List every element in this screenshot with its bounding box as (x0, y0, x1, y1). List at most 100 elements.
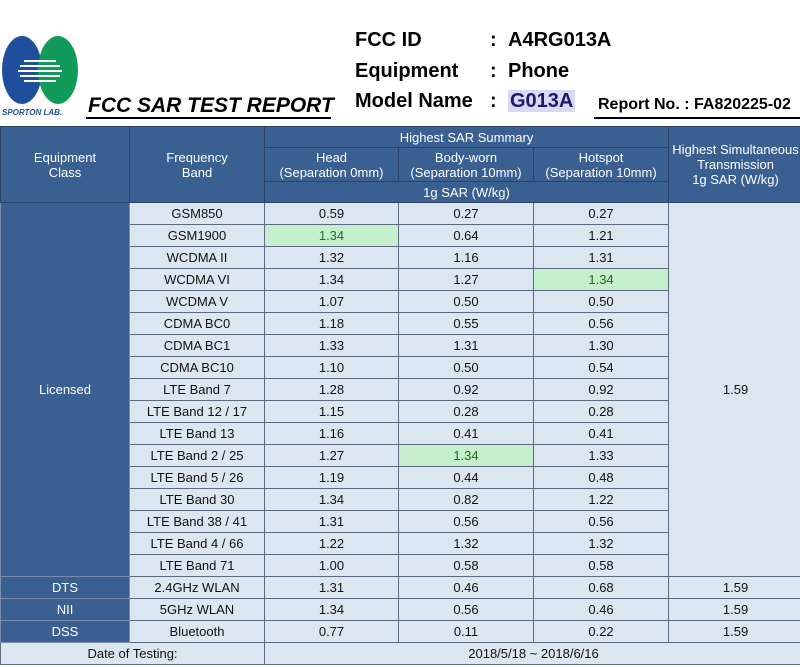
frequency-band: WCDMA II (129, 246, 265, 269)
header-simultaneous: Highest Simultaneous Transmission 1g SAR … (668, 126, 800, 203)
body-worn-sar: 0.55 (398, 312, 534, 335)
body-worn-sar: 1.34 (398, 444, 534, 467)
hotspot-sar: 1.22 (532, 488, 670, 511)
head-sar: 0.77 (264, 620, 399, 643)
head-sar: 1.18 (264, 312, 399, 335)
hotspot-sar: 1.32 (532, 532, 670, 555)
equipment-label: Equipment (355, 60, 459, 82)
body-worn-sar: 0.27 (398, 202, 534, 225)
model-label: Model Name (355, 90, 473, 112)
body-worn-sar: 1.16 (398, 246, 534, 269)
frequency-band: LTE Band 38 / 41 (129, 510, 265, 533)
body-worn-sar: 0.28 (398, 400, 534, 423)
head-sar: 1.34 (264, 224, 399, 247)
table-row: LTE Band 13 1.16 0.41 0.41 (1, 422, 800, 445)
header-unit: 1g SAR (W/kg) (263, 181, 670, 203)
colon: : (490, 29, 497, 51)
head-sub: (Separation 0mm) (279, 164, 384, 180)
header-body-worn: Body-worn (Separation 10mm) (398, 147, 534, 182)
equipment-class: NII (0, 598, 130, 621)
body-worn-sar: 0.92 (398, 378, 534, 401)
date-label: Date of Testing: (0, 642, 265, 665)
frequency-band: 5GHz WLAN (129, 598, 265, 621)
table-row: LTE Band 38 / 41 1.31 0.56 0.56 (1, 510, 800, 533)
body-worn-sar: 0.58 (398, 554, 534, 577)
head-sar: 1.16 (264, 422, 399, 445)
table-row: CDMA BC10 1.10 0.50 0.54 (1, 356, 800, 379)
sar-summary-table: Equipment Class Frequency Band Highest S… (0, 126, 800, 665)
table-row: WCDMA VI 1.34 1.27 1.34 (1, 268, 800, 291)
svg-text:SPORTON LAB.: SPORTON LAB. (2, 108, 62, 117)
hotspot-sar: 1.33 (532, 444, 670, 467)
simultaneous-sar: 1.59 (668, 598, 800, 621)
hotspot-sar: 0.50 (532, 290, 670, 313)
hotspot-sar: 0.48 (532, 466, 670, 489)
header-highest-sar-summary: Highest SAR Summary (263, 126, 670, 148)
head-sar: 1.31 (264, 576, 399, 599)
table-row: LTE Band 5 / 26 1.19 0.44 0.48 (1, 466, 800, 489)
equipment-class: DSS (0, 620, 130, 643)
hotspot-sar: 1.31 (532, 246, 670, 269)
hotspot-sar: 0.58 (532, 554, 670, 577)
table-row: LTE Band 2 / 25 1.27 1.34 1.33 (1, 444, 800, 467)
body-worn-sar: 0.64 (398, 224, 534, 247)
frequency-band: GSM1900 (129, 224, 265, 247)
frequency-band: LTE Band 7 (129, 378, 265, 401)
model-value: G013A (508, 90, 576, 112)
frequency-band: CDMA BC10 (129, 356, 265, 379)
body-worn-sar: 0.46 (398, 576, 534, 599)
head-sar: 1.34 (264, 488, 399, 511)
body-worn-sar: 1.31 (398, 334, 534, 357)
hotspot-label: Hotspot (578, 149, 624, 165)
body-worn-sar: 0.56 (398, 598, 534, 621)
frequency-band: LTE Band 71 (129, 554, 265, 577)
fcc-id-value: A4RG013A (508, 29, 612, 51)
body-label: Body-worn (434, 149, 498, 165)
table-row: NII 5GHz WLAN 1.34 0.56 0.46 1.59 (0, 598, 800, 621)
table-row: Licensed GSM850 0.59 0.27 0.27 1.59 (0, 202, 800, 577)
body-worn-sar: 0.50 (398, 356, 534, 379)
frequency-band: LTE Band 4 / 66 (129, 532, 265, 555)
hotspot-sar: 0.46 (532, 598, 670, 621)
header-head: Head (Separation 0mm) (264, 147, 399, 182)
equipment-line: Equipment: Phone (355, 60, 569, 83)
body-worn-sar: 1.27 (398, 268, 534, 291)
body-worn-sar: 0.82 (398, 488, 534, 511)
hotspot-sub: (Separation 10mm) (545, 164, 657, 180)
report-number: Report No. : FA820225-02 (598, 96, 791, 113)
hotspot-sar: 1.21 (532, 224, 670, 247)
head-sar: 1.19 (264, 466, 399, 489)
table-row: DTS 2.4GHz WLAN 1.31 0.46 0.68 1.59 (0, 576, 800, 599)
equipment-class: DTS (0, 576, 130, 599)
body-worn-sar: 0.11 (398, 620, 534, 643)
equipment-value: Phone (508, 60, 570, 82)
header-equipment-class: Equipment Class (0, 126, 130, 203)
head-sar: 1.22 (264, 532, 399, 555)
simultaneous-sar: 1.59 (668, 576, 800, 599)
date-value: 2018/5/18 ~ 2018/6/16 (263, 642, 800, 665)
head-label: Head (315, 149, 348, 165)
head-sar: 1.00 (264, 554, 399, 577)
head-sar: 1.10 (264, 356, 399, 379)
body-worn-sar: 0.44 (398, 466, 534, 489)
frequency-band: LTE Band 2 / 25 (129, 444, 265, 467)
frequency-band: LTE Band 13 (129, 422, 265, 445)
fcc-id-label: FCC ID (355, 29, 422, 51)
hotspot-sar: 0.28 (532, 400, 670, 423)
hotspot-sar: 0.54 (532, 356, 670, 379)
table-row: LTE Band 4 / 66 1.22 1.32 1.32 (1, 532, 800, 555)
header-frequency-band: Frequency Band (129, 126, 265, 203)
date-row: Date of Testing: 2018/5/18 ~ 2018/6/16 (0, 642, 800, 665)
simultaneous-sar: 1.59 (668, 620, 800, 643)
table-row: DSS Bluetooth 0.77 0.11 0.22 1.59 (0, 620, 800, 643)
equipment-class-licensed: Licensed (0, 202, 130, 577)
table-row: WCDMA II 1.32 1.16 1.31 (1, 246, 800, 269)
body-sub: (Separation 10mm) (410, 164, 522, 180)
head-sar: 0.59 (264, 202, 399, 225)
hotspot-sar: 1.30 (532, 334, 670, 357)
header-hotspot: Hotspot (Separation 10mm) (532, 147, 670, 182)
frequency-band: Bluetooth (129, 620, 265, 643)
table-row: WCDMA V 1.07 0.50 0.50 (1, 290, 800, 313)
hotspot-sar: 0.56 (532, 312, 670, 335)
table-row: CDMA BC0 1.18 0.55 0.56 (1, 312, 800, 335)
